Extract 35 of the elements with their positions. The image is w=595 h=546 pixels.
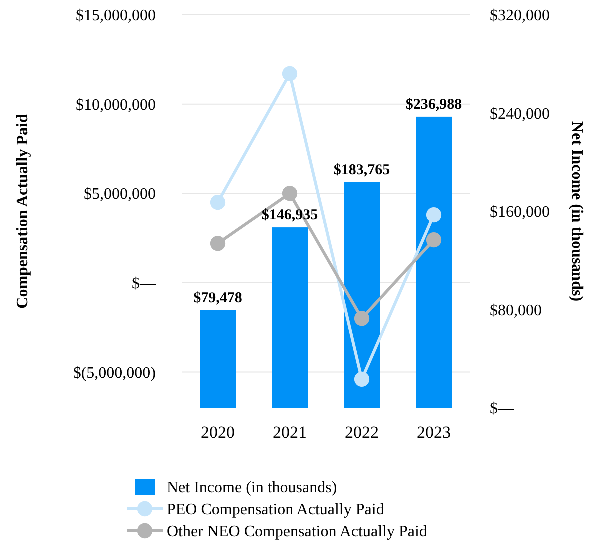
point: [354, 372, 370, 387]
point: [210, 236, 226, 252]
point: [354, 311, 370, 326]
y-tick-label: $15,000,000: [76, 8, 156, 25]
y-tick-label: $5,000,000: [84, 186, 156, 204]
y2-tick-label: $80,000: [490, 302, 542, 320]
legend-label: Other NEO Compensation Actually Paid: [167, 524, 428, 541]
point: [426, 232, 442, 248]
data-label: $146,935: [262, 208, 318, 224]
x-tick-label: 2022: [345, 423, 379, 442]
y-axis-title: Compensation Actually Paid: [14, 114, 32, 309]
y-tick-label: $—: [132, 276, 157, 293]
data-label: $183,765: [334, 162, 390, 178]
point: [282, 186, 298, 202]
y2-tick-label: $240,000: [490, 106, 550, 123]
bar: [416, 116, 452, 408]
data-label: $236,988: [406, 96, 462, 113]
point: [426, 208, 442, 223]
x-tick-label: 2021: [273, 423, 307, 442]
x-tick-label: 2020: [201, 423, 235, 442]
legend-label: PEO Compensation Actually Paid: [167, 502, 384, 519]
bar: [272, 228, 308, 408]
x-tick-label: 2023: [417, 423, 451, 442]
y-tick-label: $10,000,000: [76, 96, 156, 114]
legend-label: Net Income (in thousands): [167, 480, 338, 497]
bar: [200, 310, 236, 408]
y2-axis-title: Net Income (in thousands): [568, 121, 586, 302]
y2-tick-label: $320,000: [490, 8, 550, 25]
point: [282, 66, 298, 82]
point: [210, 195, 226, 210]
y2-tick-label: $—: [490, 400, 515, 418]
bar: [344, 182, 380, 408]
y-tick-label: $(5,000,000): [73, 364, 156, 382]
data-label: $79,478: [194, 290, 242, 306]
y2-tick-label: $160,000: [490, 204, 550, 222]
